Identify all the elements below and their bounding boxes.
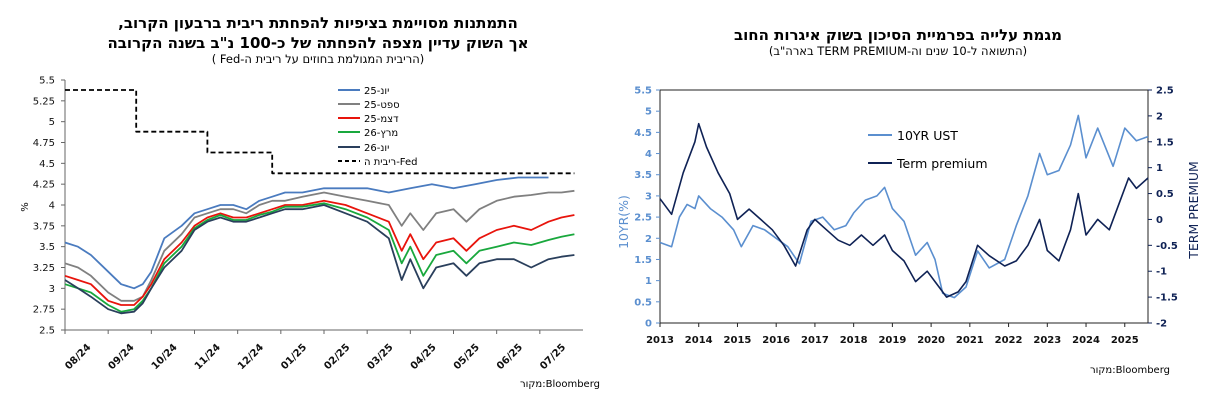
left-x-tick-label: 12/24	[236, 342, 266, 372]
left-y-tick-label: 4.75	[33, 138, 55, 149]
left-source: מקור:Bloomberg	[520, 379, 600, 390]
left-x-tick-label: 02/25	[322, 342, 352, 372]
left-y-tick-label: 5.5	[39, 76, 55, 87]
right-x-tick-label: 2023	[1033, 335, 1061, 346]
left-subtitle: (הריבית המגולמת בחוזים על ריבית ה-Fed )	[212, 52, 424, 66]
left-x-tick-label: 04/25	[409, 342, 439, 372]
right-legend: 10YR UST Term premium	[860, 122, 1000, 180]
right-plot-lines	[659, 114, 1149, 299]
left-x-tick-label: 10/24	[150, 342, 180, 372]
right-y-right-tick-label: 0.5	[1156, 189, 1174, 200]
left-x-tick-label: 07/25	[538, 342, 568, 372]
right-series-line-ust	[659, 114, 1149, 299]
right-y-left-tick-label: 5.5	[634, 86, 652, 97]
right-plot-frame	[659, 89, 1149, 324]
legend-label-tp: Term premium	[896, 156, 988, 171]
left-axes: 2.5 2.75 3 3.25 3.5 3.75 4 4.25 4.5 4.75 5 5.25 5.5 0…	[33, 76, 583, 372]
right-y-left-tick-label: 1.5	[634, 255, 652, 266]
right-x-tick-label: 2014	[685, 335, 713, 346]
right-y-left-tick-label: 4	[645, 149, 652, 160]
left-y-tick-label: 3	[49, 284, 55, 295]
left-chart: התמתנות מסויימת בציפיות להפחתת ריבית ברב…	[20, 14, 600, 390]
left-x-tick-label: 01/25	[279, 342, 309, 372]
right-x-tick-label: 2020	[917, 335, 945, 346]
right-y-right-tick-label: -0.5	[1156, 241, 1178, 252]
right-x-tick-label: 2017	[801, 335, 829, 346]
left-title-line1: התמתנות מסויימת בציפיות להפחתת ריבית ברב…	[118, 14, 518, 32]
right-x-tick-label: 2019	[878, 335, 906, 346]
right-title: מגמת עלייה בפרמיית הסיכון בשוק איגרות הח…	[734, 26, 1062, 44]
left-series-line-mar26	[64, 202, 575, 313]
left-y-axis-label: %	[20, 202, 31, 212]
right-y-left-tick-label: 5	[645, 107, 652, 118]
left-x-tick-label: 09/24	[107, 342, 137, 372]
left-x-tick-label: 08/24	[63, 342, 93, 372]
right-x-tick-label: 2016	[762, 335, 790, 346]
right-y-axis-left-label: 10YR(%)	[616, 195, 631, 249]
left-y-tick-label: 3.5	[39, 242, 55, 253]
right-x-tick-label: 2022	[995, 335, 1023, 346]
left-y-tick-label: 5	[49, 117, 55, 128]
left-y-tick-label: 4.5	[39, 159, 55, 170]
left-y-tick-label: 2.5	[39, 326, 55, 337]
left-series-line-fed	[65, 89, 575, 175]
left-y-tick-label: 3.25	[33, 263, 55, 274]
right-y-right-tick-label: 0	[1156, 215, 1163, 226]
left-legend: יונ-25 ספט-25 דצמ-25 מרץ-26 יונ-26 ריבית…	[338, 86, 418, 168]
right-x-tick-label: 2021	[956, 335, 984, 346]
right-y-right-tick-label: 2.5	[1156, 86, 1174, 97]
left-y-tick-label: 5.25	[33, 96, 55, 107]
right-y-left-tick-label: 4.5	[634, 128, 652, 139]
legend-label-jun26: יונ-26	[364, 143, 389, 154]
right-y-left-tick-label: 2	[645, 234, 652, 245]
right-subtitle: (התשואה ל-10 שנים וה-TERM PREMIUM בארה"ב…	[769, 44, 1027, 58]
right-x-tick-label: 2013	[646, 335, 674, 346]
right-x-tick-label: 2025	[1111, 335, 1139, 346]
right-y-left-tick-label: 0	[645, 319, 652, 330]
right-y-right-tick-label: 1	[1156, 163, 1163, 174]
right-y-left-tick-label: 1	[645, 276, 652, 287]
right-chart: מגמת עלייה בפרמיית הסיכון בשוק איגרות הח…	[616, 26, 1201, 376]
right-y-left-tick-label: 0.5	[634, 297, 652, 308]
right-series-line-tp	[659, 122, 1149, 298]
left-x-tick-label: 03/25	[366, 342, 396, 372]
right-y-left-tick-label: 3.5	[634, 170, 652, 181]
legend-label-mar26: מרץ-26	[364, 128, 398, 139]
right-y-right-tick-label: 1.5	[1156, 137, 1174, 148]
right-y-left-tick-label: 2.5	[634, 213, 652, 224]
right-x-tick-label: 2024	[1072, 335, 1100, 346]
left-y-tick-label: 4	[49, 201, 55, 212]
legend-label-jun25: יונ-25	[364, 86, 389, 97]
left-x-tick-label: 11/24	[193, 342, 223, 372]
right-y-right-tick-label: -1	[1156, 267, 1167, 278]
right-y-right-tick-label: -1.5	[1156, 293, 1178, 304]
right-y-left-tick-label: 3	[645, 191, 652, 202]
left-y-tick-label: 2.75	[33, 305, 55, 316]
right-source: מקור:Bloomberg	[1090, 365, 1170, 376]
left-series-line-jun25	[64, 176, 549, 290]
right-y-right-tick-label: -2	[1156, 319, 1167, 330]
right-axes: 0 0.5 1 1.5 2 2.5 3 3.5 4 4.5 5 5.5 -2 -1.5 -1 -0.5 0 0.5…	[634, 86, 1178, 347]
left-y-tick-label: 4.25	[33, 180, 55, 191]
legend-label-dec25: דצמ-25	[364, 114, 399, 125]
left-x-tick-label: 06/25	[495, 342, 525, 372]
right-x-tick-label: 2015	[724, 335, 752, 346]
right-y-axis-right-label: TERM PREMIUM	[1186, 161, 1201, 260]
legend-label-sep25: ספט-25	[364, 100, 400, 111]
legend-label-fed: ריבית ה-Fed	[364, 157, 418, 168]
right-y-right-tick-label: 2	[1156, 111, 1163, 122]
left-series-line-dec25	[64, 199, 575, 306]
left-title-line2: אך השוק עדיין מצפה להפחתה של כ-100 נ"ב ב…	[107, 34, 528, 52]
left-plot-lines	[64, 89, 575, 315]
right-x-tick-label: 2018	[840, 335, 868, 346]
left-series-line-jun26	[64, 204, 575, 315]
left-y-tick-label: 3.75	[33, 221, 55, 232]
right-legend-bg	[860, 122, 1000, 180]
legend-label-ust: 10YR UST	[897, 128, 958, 143]
left-x-tick-label: 05/25	[452, 342, 482, 372]
